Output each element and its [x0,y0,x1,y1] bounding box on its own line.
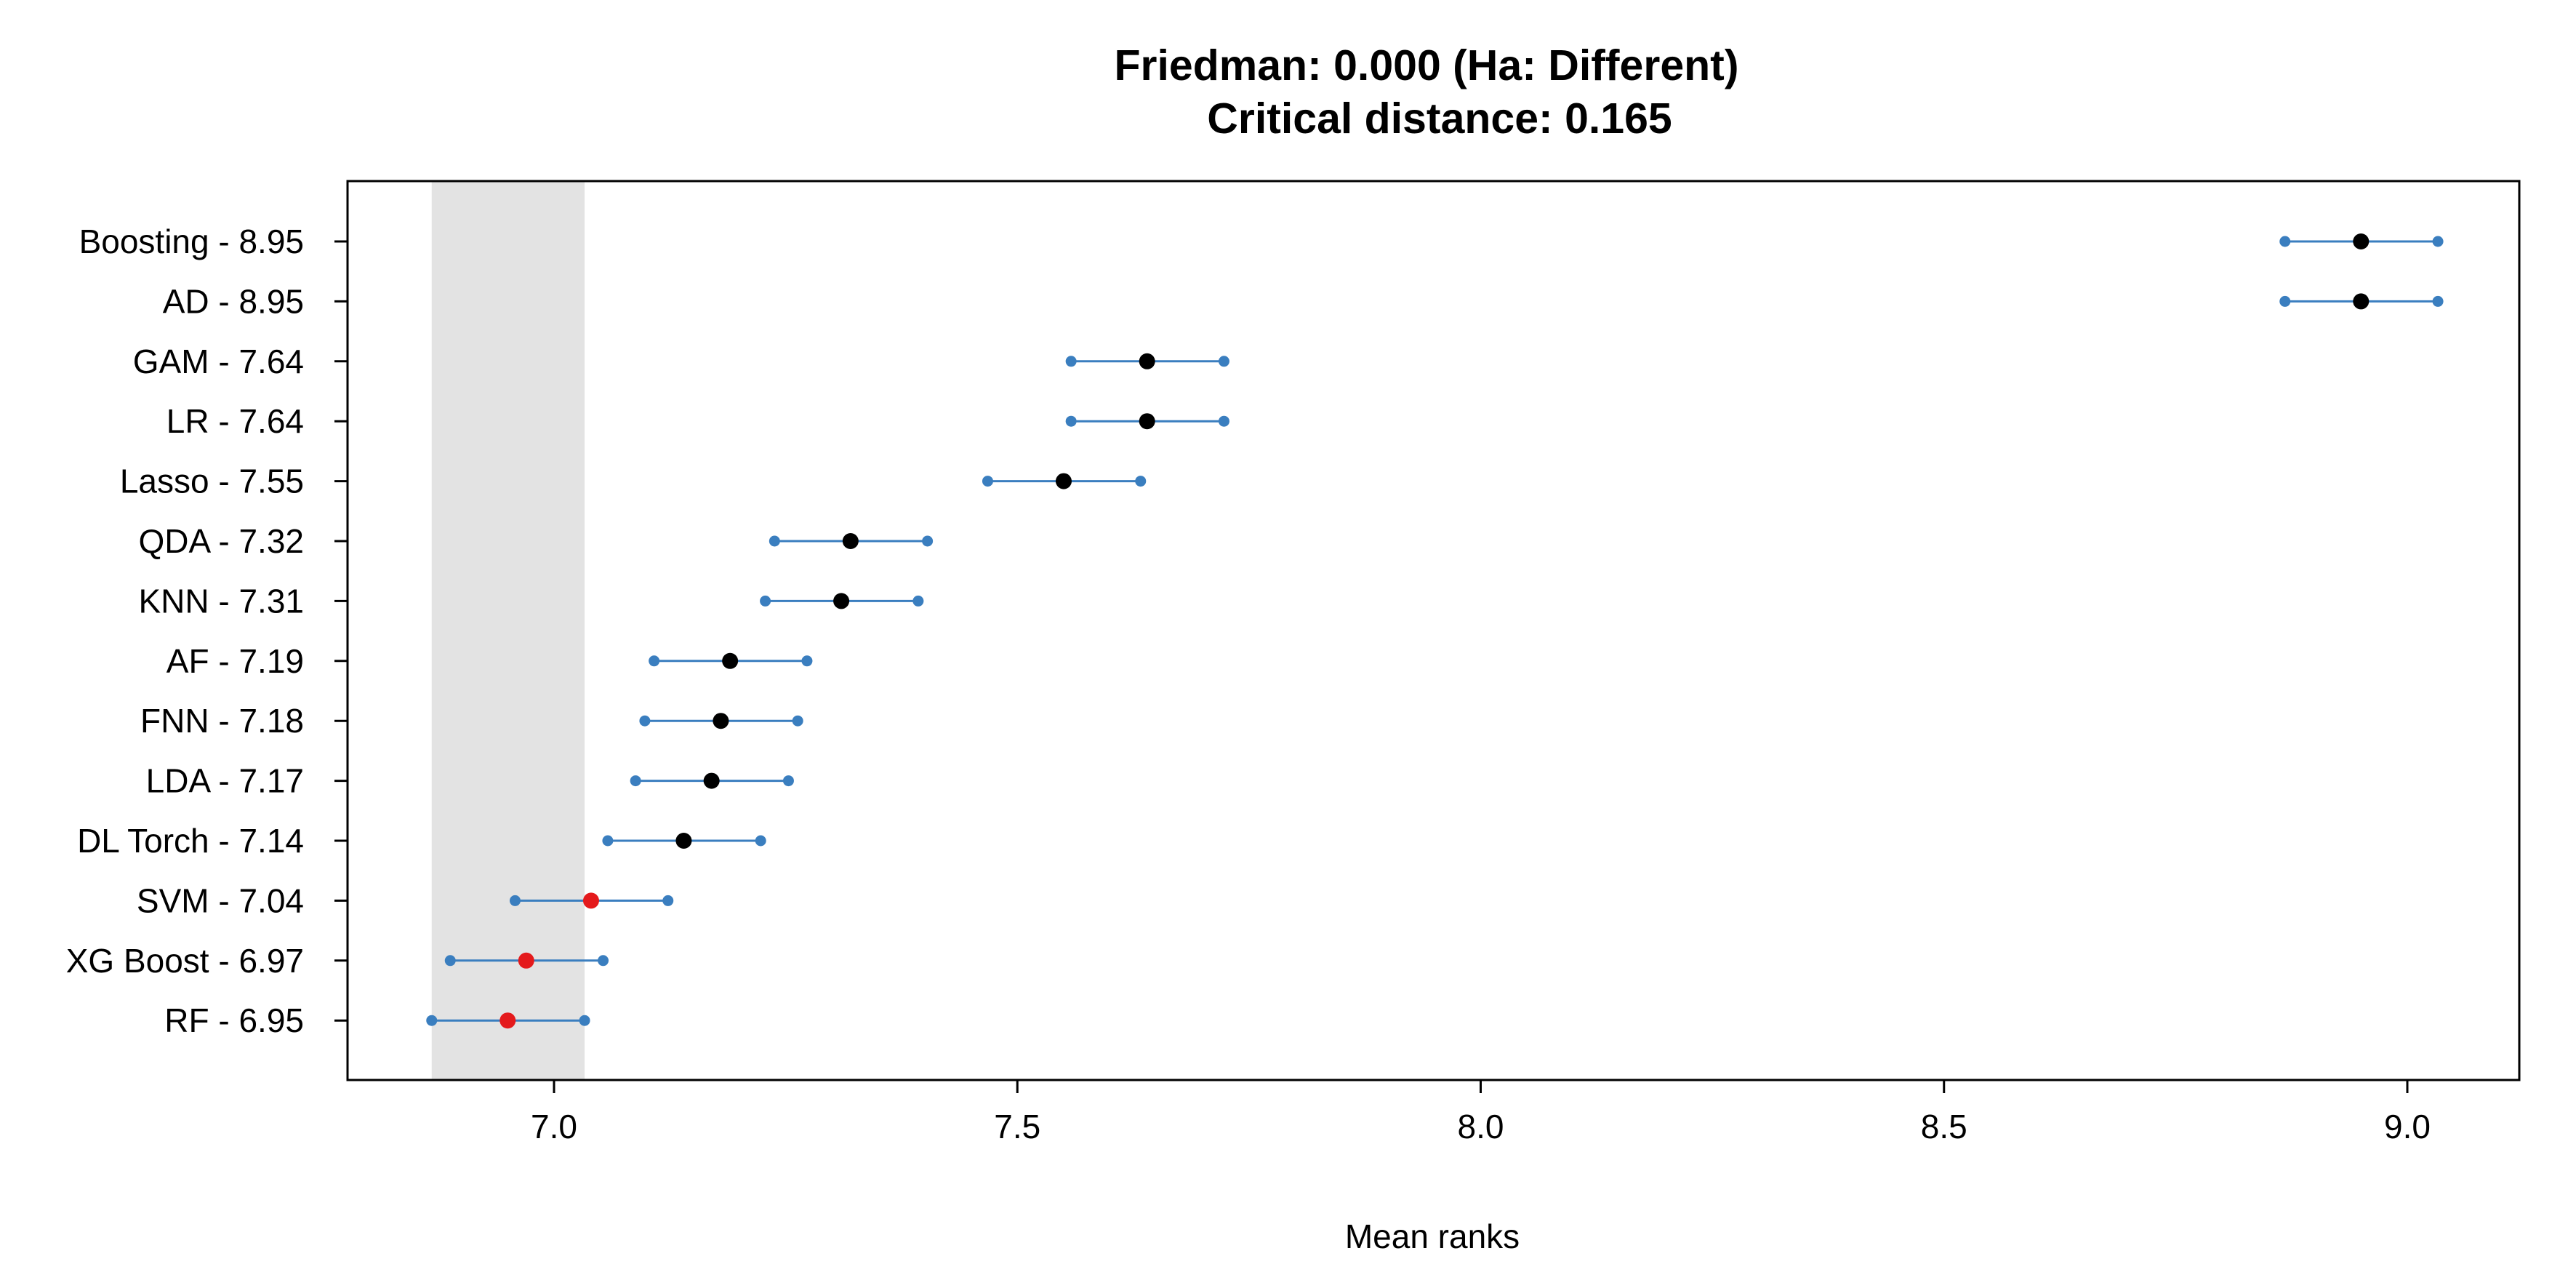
row-label: AD - 8.95 [163,282,304,320]
row-label: QDA - 7.32 [138,522,304,560]
interval-high-point [2432,236,2444,247]
x-tick-label: 9.0 [2384,1108,2431,1145]
mean-rank-point [1139,413,1155,430]
row-label: DL Torch - 7.14 [77,822,304,860]
interval-high-point [1218,415,1229,427]
interval-high-point [922,535,934,547]
interval-low-point [509,895,521,906]
mean-rank-point [2353,233,2370,249]
chart-title: Friedman: 0.000 (Ha: Different) [1115,41,1739,89]
interval-high-point [782,775,794,787]
interval-high-point [579,1015,590,1026]
interval-low-point [444,955,456,967]
interval-high-point [1135,476,1147,487]
row-label: LR - 7.64 [166,402,304,440]
mean-rank-point [582,892,599,909]
row-label: Lasso - 7.55 [120,463,304,500]
interval-low-point [769,535,780,547]
mean-rank-point [713,713,729,729]
interval-low-point [1065,356,1077,367]
mean-rank-point [722,652,739,669]
mean-rank-point [703,772,720,789]
interval-high-point [1218,356,1229,367]
row-label: Boosting - 8.95 [79,223,304,260]
interval-high-point [598,955,609,967]
row-label: LDA - 7.17 [146,762,304,800]
row-label: RF - 6.95 [164,1001,304,1039]
interval-low-point [649,655,660,667]
row-label: AF - 7.19 [166,642,304,680]
row-label: GAM - 7.64 [133,343,304,380]
mean-rank-point [2353,293,2370,310]
chart-subtitle: Critical distance: 0.165 [1207,95,1672,143]
row-label: XG Boost - 6.97 [66,942,304,980]
plot-area: 7.0 7.5 8.0 8.5 9.0 Boosting - 8.95 AD - 8.95 G… [66,180,2521,1145]
interval-high-point [2432,295,2444,307]
interval-low-point [630,775,641,787]
x-axis-title: Mean ranks [1345,1217,1520,1255]
mean-rank-point [499,1012,516,1029]
interval-high-point [912,595,924,607]
mean-rank-point [1055,473,1072,489]
mean-rank-point [842,533,859,549]
x-tick-label: 8.5 [1921,1108,1967,1145]
x-tick-label: 7.0 [531,1108,577,1145]
row-label: FNN - 7.18 [140,702,304,740]
critical-distance-band [431,181,585,1080]
interval-high-point [792,715,803,727]
plot-frame [346,180,2521,1081]
row-label: SVM - 7.04 [137,881,304,919]
interval-low-point [426,1015,438,1026]
interval-low-point [1065,415,1077,427]
interval-low-point [639,715,651,727]
x-tick-label: 8.0 [1458,1108,1504,1145]
interval-low-point [2279,295,2291,307]
interval-low-point [2279,236,2291,247]
mean-rank-point [675,833,692,849]
interval-low-point [760,595,771,607]
interval-high-point [755,835,766,847]
interval-high-point [662,895,674,906]
interval-low-point [982,476,993,487]
row-label: KNN - 7.31 [138,582,304,620]
mean-rank-point [1139,353,1155,369]
mean-rank-point [518,952,534,969]
mean-rank-point [833,593,850,609]
x-tick-label: 7.5 [994,1108,1040,1145]
interval-low-point [602,835,614,847]
interval-high-point [801,655,813,667]
